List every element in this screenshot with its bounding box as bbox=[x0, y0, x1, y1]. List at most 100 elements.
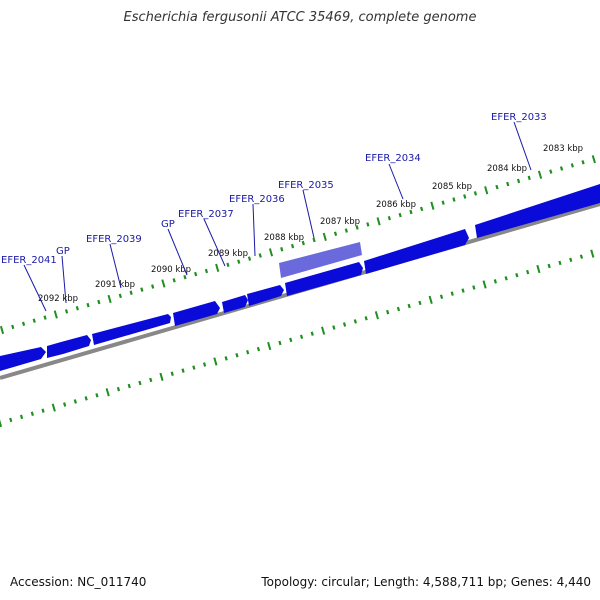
upper-tick bbox=[53, 310, 58, 319]
upper-tick bbox=[204, 268, 209, 274]
lower-tick bbox=[428, 295, 433, 304]
kbp-label-2086: 2086 kbp bbox=[376, 200, 416, 210]
gene-label-efer-2039[interactable]: EFER_2039 bbox=[86, 234, 142, 245]
lower-tick bbox=[493, 279, 497, 284]
lower-tick bbox=[310, 331, 314, 336]
kbp-label-2087: 2087 kbp bbox=[320, 217, 360, 227]
lower-tick bbox=[558, 260, 562, 266]
map-title: Escherichia fergusonii ATCC 35469, compl… bbox=[123, 10, 477, 25]
lower-tick bbox=[41, 408, 45, 413]
upper-tick bbox=[247, 256, 252, 261]
lower-tick bbox=[332, 325, 336, 330]
lower-tick bbox=[472, 285, 476, 290]
gene-label-gp-1[interactable]: GP bbox=[161, 219, 175, 230]
upper-tick bbox=[268, 248, 274, 257]
genome-summary-text: Topology: circular; Length: 4,588,711 bp… bbox=[261, 575, 591, 589]
upper-tick bbox=[463, 194, 467, 199]
upper-tick bbox=[21, 321, 26, 327]
gene-arrow-4[interactable] bbox=[92, 314, 171, 345]
gene-label-efer-2033[interactable]: EFER_2033 bbox=[491, 112, 547, 123]
lower-tick bbox=[450, 291, 454, 296]
kbp-label-2090: 2090 kbp bbox=[151, 265, 191, 275]
lower-tick bbox=[105, 388, 110, 397]
upper-tick bbox=[118, 293, 122, 299]
lower-tick bbox=[386, 309, 390, 315]
lower-tick bbox=[170, 371, 174, 376]
upper-tick bbox=[409, 209, 413, 215]
lower-tick bbox=[159, 372, 164, 381]
gene-arrow-2[interactable] bbox=[47, 342, 65, 358]
gene-arrow-3[interactable] bbox=[61, 335, 91, 354]
kbp-label-2085: 2085 kbp bbox=[432, 182, 472, 192]
lower-tick-track bbox=[0, 249, 595, 428]
upper-tick bbox=[161, 279, 166, 288]
lower-tick bbox=[289, 337, 293, 343]
upper-tick bbox=[75, 306, 79, 311]
lower-tick bbox=[407, 303, 411, 309]
kbp-label-2083: 2083 kbp bbox=[543, 144, 583, 154]
gene-label-efer-2036[interactable]: EFER_2036 bbox=[229, 194, 285, 205]
gene-arrow-9[interactable] bbox=[364, 229, 469, 274]
upper-tick bbox=[151, 284, 155, 289]
lower-tick bbox=[482, 280, 487, 289]
lower-tick bbox=[256, 346, 261, 352]
lower-tick bbox=[536, 264, 541, 274]
lower-tick bbox=[213, 357, 218, 366]
leader-efer-2041 bbox=[23, 264, 47, 312]
leader-gp-1 bbox=[167, 228, 188, 276]
upper-tick bbox=[97, 299, 101, 305]
lower-tick bbox=[235, 353, 239, 358]
lower-tick bbox=[579, 254, 584, 259]
leader-efer-2035 bbox=[302, 189, 315, 239]
gene-arrow-8[interactable] bbox=[285, 262, 363, 296]
upper-tick bbox=[591, 155, 596, 164]
gene-highlight[interactable] bbox=[279, 242, 362, 278]
upper-tick bbox=[484, 186, 489, 195]
upper-tick bbox=[376, 217, 381, 226]
lower-tick bbox=[364, 316, 368, 321]
gene-arrow-1[interactable] bbox=[0, 347, 46, 371]
upper-tick bbox=[559, 166, 564, 171]
upper-tick bbox=[420, 206, 424, 212]
upper-tick bbox=[366, 222, 370, 227]
gene-label-efer-2041[interactable]: EFER_2041 bbox=[1, 255, 57, 266]
gene-label-efer-2035[interactable]: EFER_2035 bbox=[278, 180, 334, 191]
lower-tick bbox=[19, 414, 24, 420]
gene-arrow-10[interactable] bbox=[475, 184, 600, 238]
lower-tick bbox=[0, 419, 3, 428]
accession-text: Accession: NC_011740 bbox=[10, 575, 147, 589]
kbp-label-2088: 2088 kbp bbox=[264, 233, 304, 243]
leader-efer-2033 bbox=[513, 121, 532, 171]
upper-tick bbox=[495, 184, 499, 190]
upper-tick bbox=[398, 212, 402, 218]
lower-tick bbox=[246, 349, 250, 355]
gene-label-gp-2[interactable]: GP bbox=[56, 246, 70, 257]
leader-efer-2039 bbox=[109, 243, 122, 289]
lower-tick bbox=[569, 257, 573, 263]
upper-tick bbox=[194, 271, 198, 277]
gene-arrow-7[interactable] bbox=[247, 285, 284, 306]
upper-tick bbox=[86, 302, 90, 308]
lower-tick bbox=[9, 417, 13, 423]
upper-tick bbox=[506, 181, 510, 187]
upper-tick bbox=[129, 290, 133, 295]
kbp-label-2092: 2092 kbp bbox=[38, 294, 78, 304]
kbp-label-2091: 2091 kbp bbox=[95, 280, 135, 290]
upper-tick bbox=[516, 178, 521, 184]
upper-tick bbox=[140, 287, 144, 292]
gene-arrow-5[interactable] bbox=[173, 301, 220, 326]
upper-tick bbox=[280, 247, 284, 252]
upper-tick bbox=[258, 253, 262, 258]
lower-tick bbox=[321, 326, 326, 335]
upper-tick bbox=[322, 232, 327, 241]
gene-label-efer-2034[interactable]: EFER_2034 bbox=[365, 153, 421, 164]
gene-label-efer-2037[interactable]: EFER_2037 bbox=[178, 209, 234, 220]
lower-tick bbox=[30, 411, 34, 416]
gene-arrow-6[interactable] bbox=[222, 295, 248, 313]
lower-tick bbox=[116, 386, 121, 392]
lower-tick bbox=[515, 272, 519, 278]
upper-tick bbox=[290, 243, 295, 249]
lower-tick bbox=[149, 377, 153, 383]
upper-tick bbox=[452, 197, 456, 202]
